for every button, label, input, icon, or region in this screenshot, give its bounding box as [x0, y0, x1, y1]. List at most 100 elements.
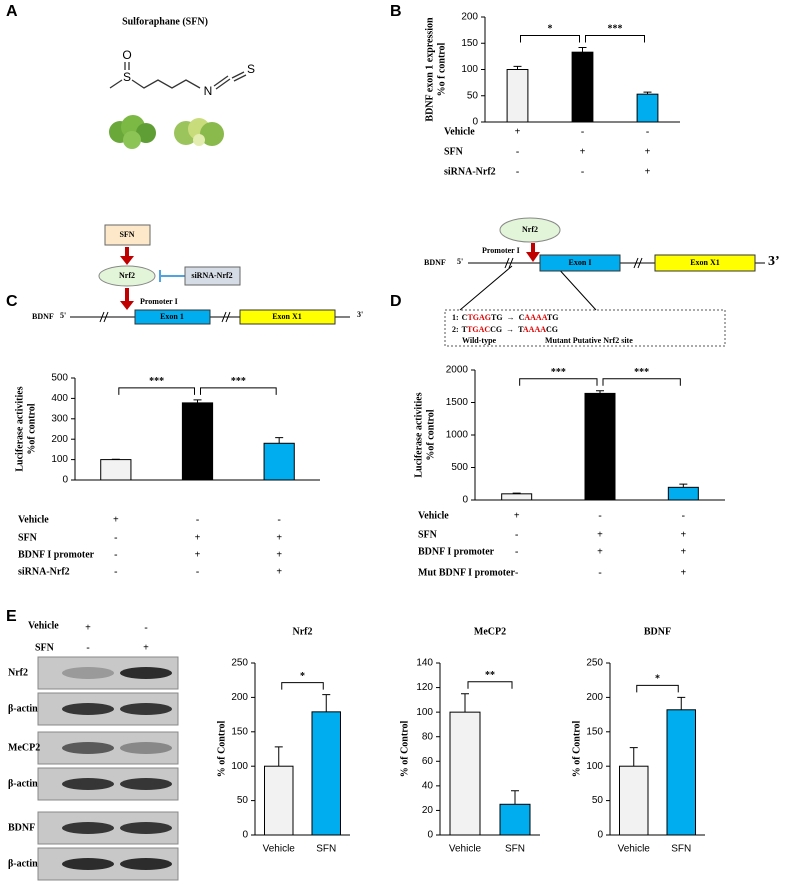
bar [449, 711, 481, 836]
mutation-box [444, 309, 726, 347]
blot-row-label: BDNF [8, 822, 35, 833]
y-tick-label: 60 [422, 756, 434, 767]
condition-mark: - [196, 566, 199, 577]
condition-mark: - [516, 146, 519, 157]
bond [109, 79, 201, 89]
arrow-symbol: → [506, 325, 514, 334]
exon [239, 309, 336, 325]
condition-label: SFN [444, 146, 464, 157]
condition-mark: - [515, 567, 518, 578]
significance-label: * [655, 674, 660, 685]
condition-mark: + [276, 566, 282, 577]
five-prime: 5' [60, 311, 66, 320]
condition-mark: + [597, 529, 603, 540]
condition-mark: - [114, 549, 117, 560]
bar [667, 486, 699, 501]
bar [181, 402, 214, 481]
y-axis-label: Luciferase activities [14, 386, 25, 471]
condition-mark: + [680, 529, 686, 540]
x-tick-label: SFN [671, 844, 691, 855]
arrow-head [120, 301, 134, 310]
bar [263, 442, 295, 481]
significance-bracket [602, 378, 681, 386]
condition-mark: - [114, 566, 117, 577]
significance-label: * [548, 24, 553, 35]
promoter-label: Promoter I [482, 246, 520, 255]
sequence-site: AAAA [523, 325, 546, 334]
significance-bracket [467, 681, 513, 689]
atom: S [247, 62, 255, 76]
condition-label: Mut BDNF I promoter [418, 567, 515, 578]
blot-row-label: Nrf2 [8, 667, 28, 678]
y-tick-label: 1500 [446, 397, 469, 408]
condition-label: SFN [35, 642, 55, 653]
wild-label: Wild-type [462, 336, 497, 345]
y-tick-label: 1000 [446, 430, 469, 441]
error-bar [513, 65, 522, 70]
error-bar [578, 46, 587, 53]
bar [499, 803, 531, 836]
y-tick-label: 0 [242, 830, 248, 841]
bar [100, 459, 132, 481]
condition-mark: + [113, 514, 119, 525]
mutation-row: 1: CTGAGTG → CAAAATG [452, 313, 558, 322]
y-tick-label: 100 [416, 707, 433, 718]
y-tick-label: 200 [461, 12, 478, 23]
condition-mark: + [515, 126, 521, 137]
bar [506, 69, 529, 123]
blot-band [120, 667, 172, 679]
condition-mark: + [276, 549, 282, 560]
y-tick-label: 100 [231, 761, 248, 772]
panel-label: D [390, 293, 402, 310]
mutation-row: 2: TTGACCG → TAAAACG [452, 325, 558, 334]
condition-mark: - [277, 514, 280, 525]
y-axis-label: BDNF exon 1 expression [424, 17, 435, 122]
condition-mark: + [597, 546, 603, 557]
bar [571, 51, 594, 123]
sirna-box [184, 266, 241, 286]
condition-mark: - [114, 532, 117, 543]
y-tick-label: 0 [62, 475, 68, 486]
y-tick-label: 80 [422, 731, 434, 742]
condition-mark: - [86, 642, 89, 653]
condition-mark: + [514, 510, 520, 521]
arrow-symbol: → [507, 313, 515, 322]
significance-bracket [519, 378, 598, 386]
bar [619, 765, 649, 836]
blot-band [120, 822, 172, 834]
y-tick-label: 200 [51, 434, 68, 445]
promoter-label: Promoter I [140, 297, 178, 306]
condition-mark: - [515, 546, 518, 557]
condition-mark: - [598, 567, 601, 578]
mutant-label: Mutant Putative Nrf2 site [545, 336, 633, 345]
condition-mark: - [515, 529, 518, 540]
y-tick-label: 500 [51, 373, 68, 384]
nrf2-label: Nrf2 [522, 225, 538, 234]
significance-bracket [281, 682, 324, 690]
significance-label: *** [149, 376, 164, 387]
exon-label: Exon X1 [690, 258, 720, 267]
condition-label: Vehicle [418, 510, 449, 521]
y-tick-label: 100 [51, 454, 68, 465]
error-bar [679, 483, 688, 488]
condition-label: SFN [18, 532, 38, 543]
sequence: T [462, 325, 468, 334]
y-tick-label: 0 [472, 117, 478, 128]
sfn-label: SFN [119, 230, 134, 239]
bond [213, 71, 247, 90]
bar [636, 93, 659, 123]
significance-bracket [585, 34, 645, 43]
y-axis-label: Luciferase activities [413, 392, 424, 477]
x-tick-label: Vehicle [449, 844, 482, 855]
sequence: C [462, 313, 468, 322]
error-bar [274, 746, 283, 767]
exon-label: Exon I [569, 258, 592, 267]
bar [666, 709, 696, 836]
significance-label: *** [608, 24, 623, 35]
blot-row-label: β-actin [8, 703, 38, 714]
significance-bracket [118, 387, 195, 395]
y-axis-label: % of Control [216, 721, 227, 778]
condition-mark: + [85, 622, 91, 633]
y-tick-label: 150 [586, 726, 603, 737]
nrf2-node [98, 265, 156, 287]
